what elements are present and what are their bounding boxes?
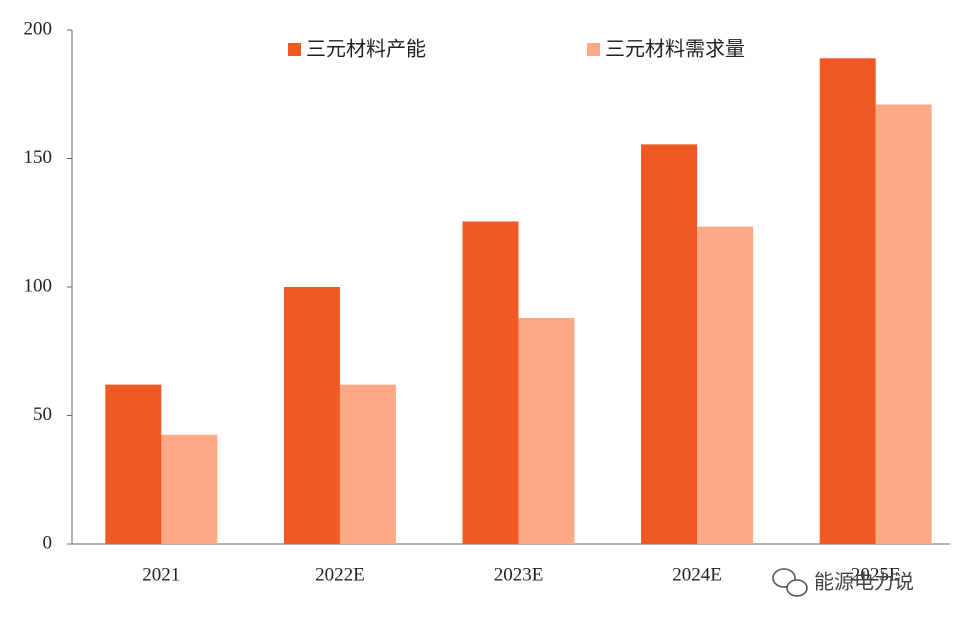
bar — [161, 434, 218, 544]
watermark: 能源电力说 — [814, 570, 914, 594]
bar — [875, 104, 932, 544]
y-tick-label: 0 — [43, 532, 53, 553]
bar — [462, 221, 519, 544]
bar — [283, 287, 340, 544]
x-tick-label: 2023E — [494, 564, 544, 585]
bar — [339, 384, 396, 544]
bar — [518, 317, 575, 544]
legend-text: 三元材料需求量 — [605, 37, 745, 61]
x-tick-label: 2024E — [672, 564, 722, 585]
x-tick-label: 2025E — [851, 564, 901, 585]
legend-swatch — [288, 43, 301, 56]
y-tick-label: 150 — [24, 147, 53, 168]
x-tick-label: 2021 — [142, 564, 180, 585]
y-tick-label: 100 — [24, 275, 53, 296]
bar — [697, 226, 754, 545]
legend-text: 三元材料产能 — [306, 37, 426, 61]
bar — [641, 144, 698, 545]
y-tick-label: 50 — [33, 404, 52, 425]
legend-swatch — [587, 43, 600, 56]
watermark-icon — [772, 568, 808, 597]
bar — [819, 58, 876, 545]
y-tick-label: 200 — [24, 18, 53, 39]
x-tick-label: 2022E — [315, 564, 365, 585]
bar — [105, 384, 162, 544]
